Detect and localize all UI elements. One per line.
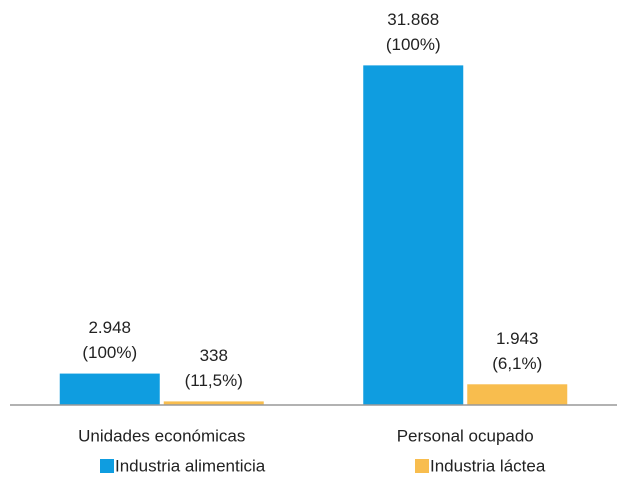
value-label: 1.943 [496,329,539,348]
legend-label: Industria láctea [430,456,546,475]
value-label: 338 [200,346,228,365]
legend-swatch [415,459,429,473]
share-label: (100%) [386,35,441,54]
value-label: 2.948 [88,318,131,337]
x-tick-label: Unidades económicas [78,426,245,445]
share-label: (6,1%) [492,354,542,373]
legend-swatch [100,459,114,473]
bar [163,401,264,405]
share-label: (100%) [82,343,137,362]
bar [363,65,464,405]
legend-label: Industria alimenticia [115,456,266,475]
share-label: (11,5%) [185,371,243,390]
value-label: 31.868 [387,10,439,29]
x-tick-label: Personal ocupado [397,426,534,445]
bar [59,373,160,405]
bar [467,384,568,405]
